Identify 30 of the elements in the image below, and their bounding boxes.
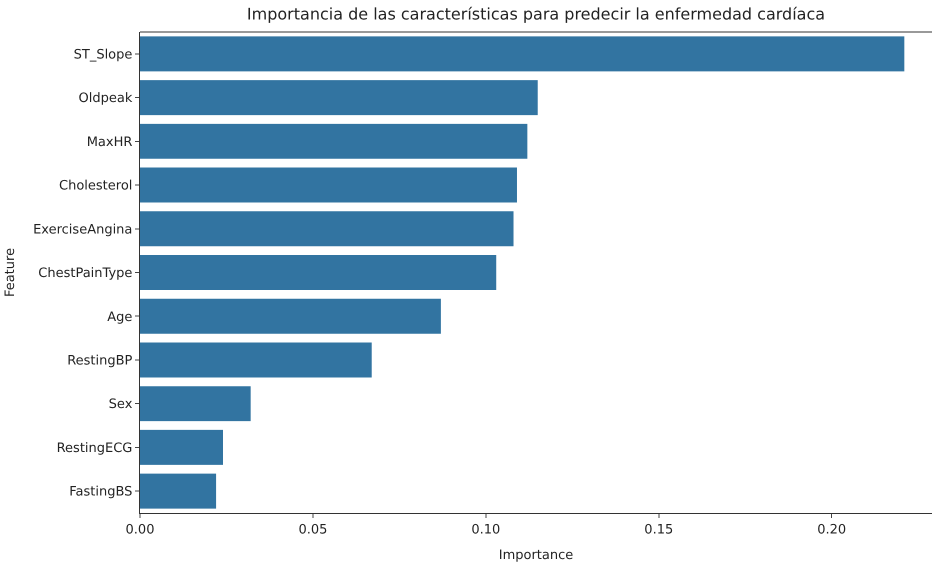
- y-tick-label: RestingBP: [67, 354, 133, 368]
- bar: [140, 342, 372, 378]
- bar: [140, 298, 441, 334]
- y-tick-label: ChestPainType: [38, 266, 132, 282]
- bar: [140, 36, 904, 72]
- y-tick-label: FastingBS: [69, 484, 132, 500]
- y-axis-title: Feature: [3, 248, 18, 298]
- y-tick-label: ExerciseAngina: [33, 222, 132, 238]
- bar: [140, 80, 538, 116]
- y-tick-label: MaxHR: [86, 134, 132, 150]
- x-tick-label: 0.05: [298, 522, 328, 538]
- y-tick-label: Sex: [108, 397, 133, 412]
- bar: [140, 211, 514, 246]
- y-tick-label: RestingECG: [56, 440, 132, 456]
- bar: [140, 168, 517, 203]
- x-tick-label: 0.20: [817, 522, 846, 538]
- y-tick-label: Age: [107, 310, 132, 325]
- bar: [140, 386, 251, 422]
- x-axis-title: Importance: [498, 548, 574, 563]
- bar: [140, 430, 223, 465]
- bar: [140, 474, 216, 509]
- chart-title: Importancia de las características para predecir la enfermedad cardíaca: [246, 4, 826, 24]
- y-tick-label: Cholesterol: [59, 178, 132, 194]
- x-tick-label: 0.00: [126, 522, 154, 538]
- x-tick-label: 0.15: [644, 522, 674, 538]
- bar: [140, 124, 528, 159]
- bar: [140, 255, 496, 290]
- y-tick-label: ST_Slope: [74, 47, 132, 62]
- y-tick-label: Oldpeak: [78, 91, 133, 106]
- x-tick-label: 0.10: [471, 522, 500, 538]
